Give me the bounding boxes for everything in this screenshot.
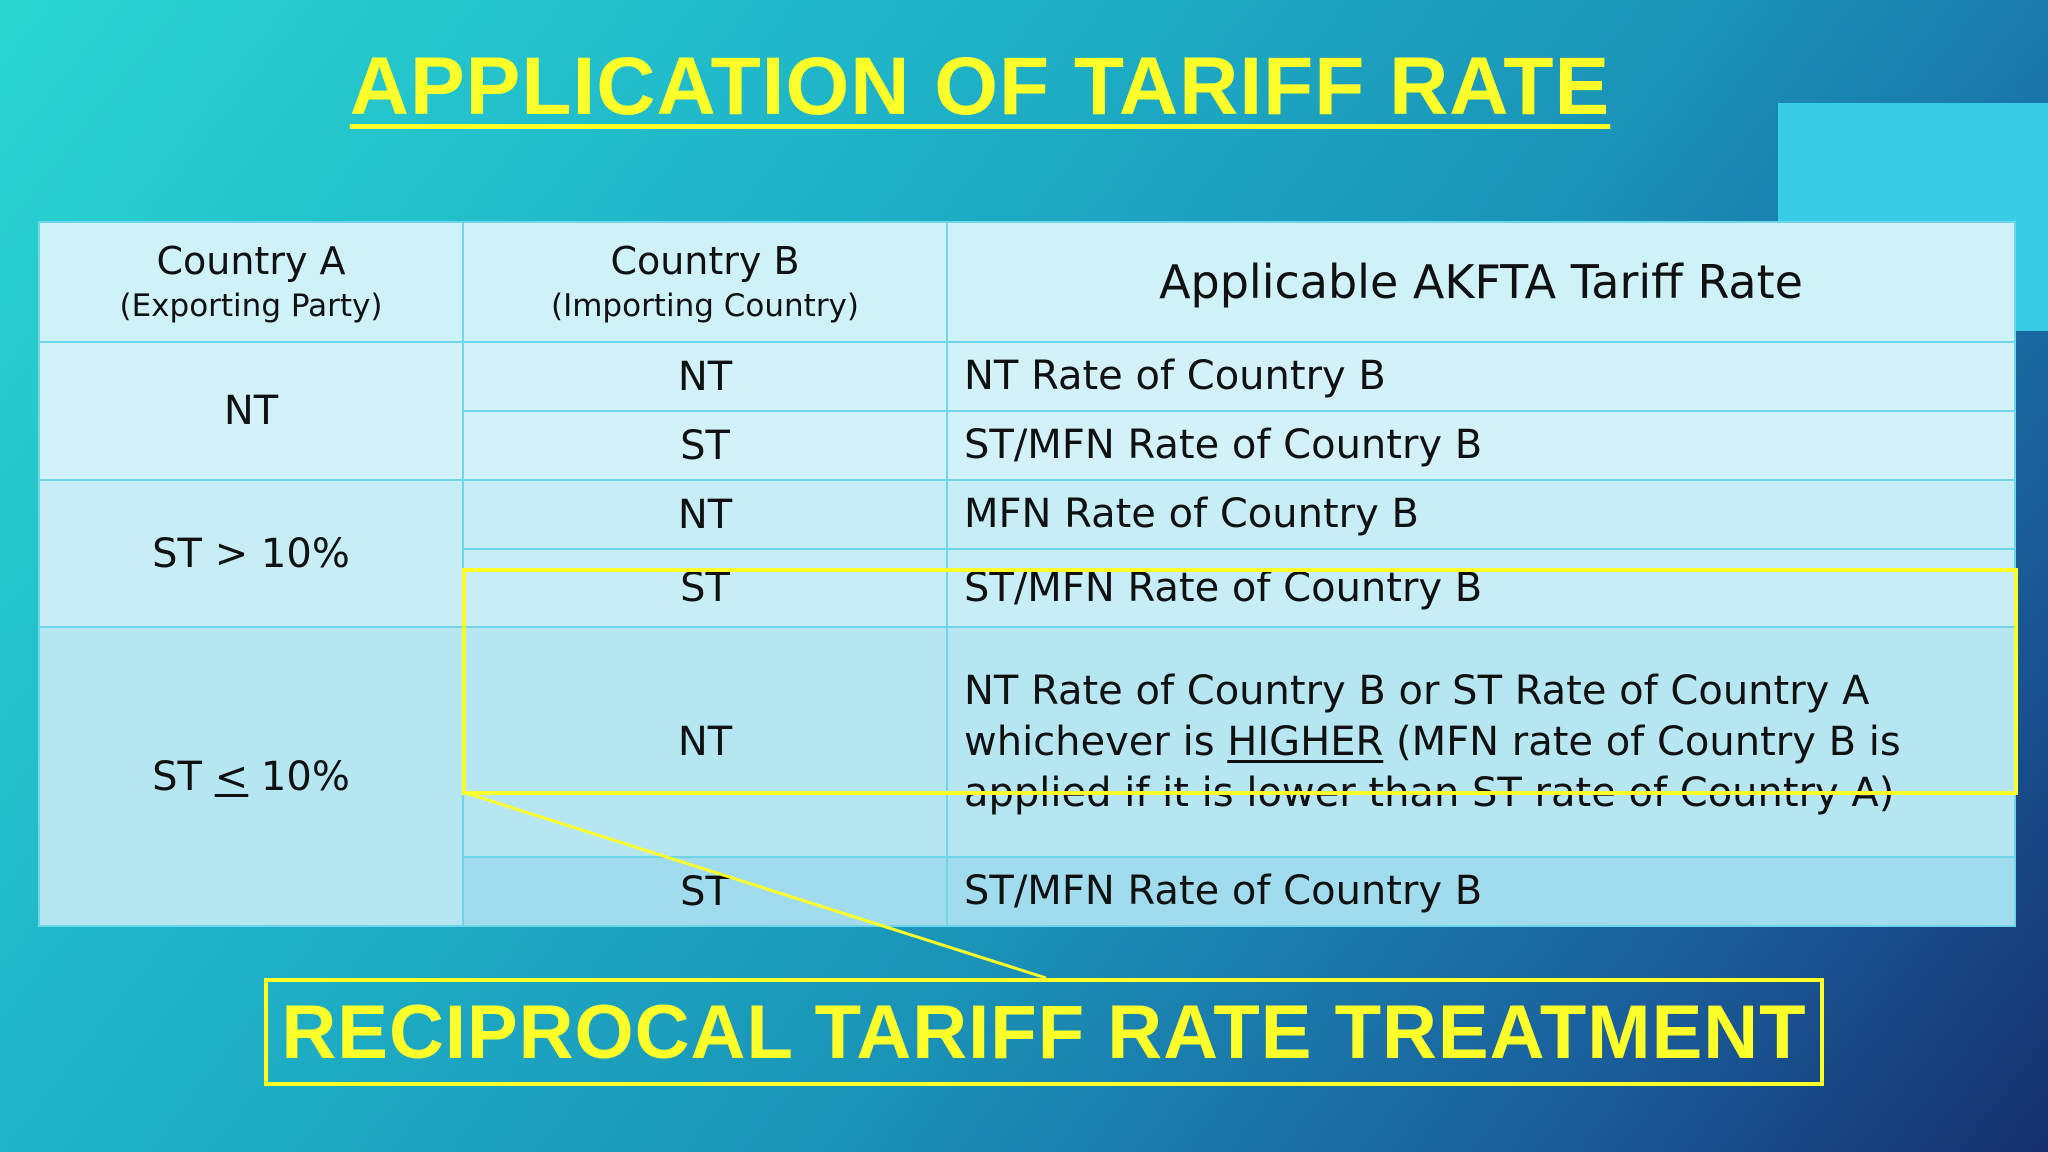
rate-line-1: NT Rate of Country B or ST Rate of Count… [964, 667, 1870, 714]
cell-country-b: NT [462, 626, 948, 858]
country-a-suffix: 10% [248, 753, 350, 800]
rate-emphasis-higher: HIGHER [1227, 718, 1384, 765]
slide-title: APPLICATION OF TARIFF RATE [0, 40, 1960, 134]
header-country-b-title: Country B [610, 239, 800, 283]
table-header-row: Country A (Exporting Party) Country B (I… [38, 221, 2016, 343]
cell-rate: ST/MFN Rate of Country B [946, 410, 2016, 481]
header-country-b: Country B (Importing Country) [462, 221, 948, 343]
rate-line-2: whichever is HIGHER (MFN rate of Country… [964, 717, 2014, 768]
callout-box: RECIPROCAL TARIFF RATE TREATMENT [264, 978, 1824, 1086]
table-row: NT NT NT Rate of Country B [38, 341, 2016, 481]
country-a-prefix: ST [152, 753, 215, 800]
callout-text: RECIPROCAL TARIFF RATE TREATMENT [281, 989, 1807, 1075]
cell-country-b: NT [462, 341, 948, 412]
cell-rate: ST/MFN Rate of Country B [946, 856, 2016, 927]
cell-rate: MFN Rate of Country B [946, 479, 2016, 550]
table-row: ST > 10% NT MFN Rate of Country B [38, 479, 2016, 628]
cell-country-b: ST [462, 410, 948, 481]
header-country-a-title: Country A [156, 239, 346, 283]
header-country-b-subtitle: (Importing Country) [550, 288, 860, 324]
cell-country-a: NT [38, 341, 464, 481]
cell-country-b: NT [462, 479, 948, 550]
rate-line-3: applied if it is lower than ST rate of C… [964, 769, 1895, 816]
cell-country-b: ST [462, 856, 948, 927]
table-row: ST < 10% NT NT Rate of Country B or ST R… [38, 626, 2016, 927]
cell-rate: ST/MFN Rate of Country B [946, 548, 2016, 628]
cell-rate: NT Rate of Country B or ST Rate of Count… [946, 626, 2016, 858]
header-country-a-subtitle: (Exporting Party) [119, 288, 383, 324]
slide-title-text: APPLICATION OF TARIFF RATE [349, 41, 1611, 132]
less-or-equal-symbol: < [214, 753, 249, 800]
tariff-table: Country A (Exporting Party) Country B (I… [38, 221, 2016, 927]
cell-country-a: ST > 10% [38, 479, 464, 628]
header-rate: Applicable AKFTA Tariff Rate [946, 221, 2016, 343]
cell-country-b: ST [462, 548, 948, 628]
rate-line-2-pre: whichever is [964, 718, 1228, 765]
cell-country-a: ST < 10% [38, 626, 464, 927]
header-country-a: Country A (Exporting Party) [38, 221, 464, 343]
cell-rate: NT Rate of Country B [946, 341, 2016, 412]
rate-line-2-post: (MFN rate of Country B is [1383, 718, 1901, 765]
